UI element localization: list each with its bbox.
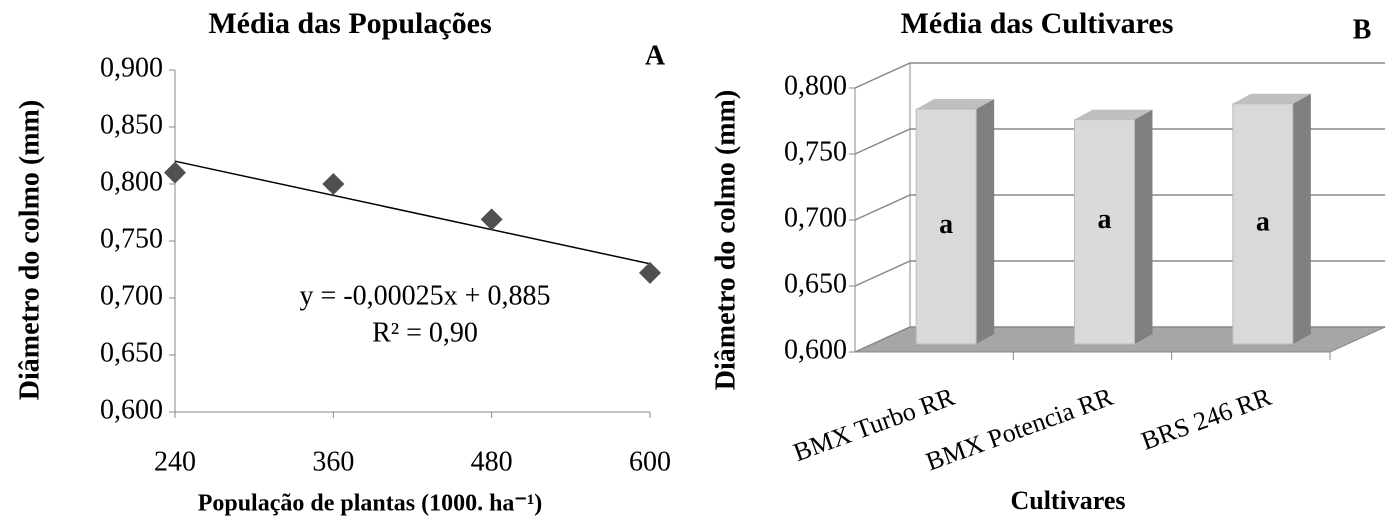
point — [322, 173, 345, 195]
bar-top — [916, 99, 995, 110]
annotation: R² = 0,90 — [372, 317, 478, 348]
corner-label: B — [1353, 14, 1372, 45]
grid-line — [854, 128, 1385, 155]
bar-front — [1074, 119, 1135, 345]
chart-title: Média das Populações — [208, 7, 491, 40]
y-tick-label: 0,700 — [784, 202, 847, 233]
x-axis-title: População de plantas (1000. ha⁻¹) — [198, 491, 543, 517]
bar-side — [976, 99, 995, 344]
y-tick-label: 0,800 — [784, 70, 847, 101]
corner-label: A — [645, 40, 666, 71]
bar-letter: a — [1256, 206, 1270, 237]
bar-letter: a — [939, 209, 953, 240]
grid-line — [854, 326, 1385, 353]
trendline — [174, 160, 651, 265]
bar-top — [1232, 93, 1311, 104]
chart-title: Média das Cultivares — [901, 7, 1174, 40]
bar-letter: a — [1098, 204, 1112, 235]
x-axis-title: Cultivares — [1010, 486, 1125, 515]
x-tick-label: 240 — [154, 446, 196, 477]
x-tick-label: BRS 246 RR — [1137, 382, 1275, 456]
bar-side — [1134, 109, 1153, 344]
y-tick-label: 0,900 — [100, 52, 163, 83]
point — [480, 208, 503, 231]
point — [164, 161, 186, 184]
bar — [1232, 93, 1311, 345]
y-tick-label: 0,800 — [100, 166, 163, 197]
y-tick-label: 0,600 — [784, 334, 847, 365]
bar — [915, 99, 995, 345]
annotation: y = -0,00025x + 0,885 — [300, 280, 551, 311]
bar-side — [1292, 93, 1311, 344]
grid-line — [854, 194, 1385, 221]
x-tick-label: 480 — [471, 446, 513, 477]
y-tick-label: 0,700 — [100, 280, 163, 311]
grid-line — [854, 62, 1385, 89]
point — [639, 261, 661, 284]
y-tick-label: 0,650 — [784, 268, 847, 299]
bar-top — [1074, 109, 1153, 120]
grid-line — [854, 260, 1385, 287]
bar-front — [915, 108, 977, 345]
y-axis-title: Diâmetro do colmo (mm) — [710, 90, 741, 390]
y-tick-label: 0,750 — [100, 223, 163, 254]
y-tick-label: 0,600 — [100, 394, 163, 425]
bar — [1074, 109, 1153, 345]
y-tick-label: 0,750 — [784, 136, 847, 167]
bar-front — [1232, 103, 1294, 345]
y-tick-label: 0,650 — [100, 337, 163, 368]
y-tick-label: 0,850 — [100, 109, 163, 140]
y-axis-title: Diâmetro do colmo (mm) — [14, 100, 45, 400]
x-tick-label: 360 — [312, 446, 354, 477]
x-tick-label: 600 — [629, 446, 671, 477]
